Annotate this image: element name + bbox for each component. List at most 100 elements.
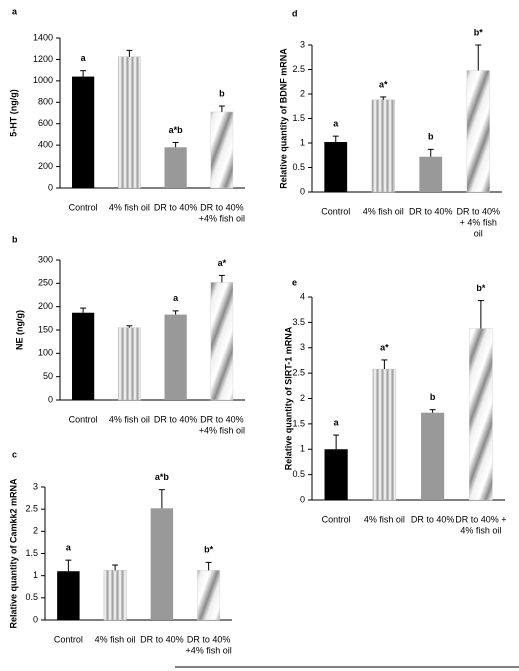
y-tick-label: 2 xyxy=(300,393,305,403)
y-tick-label: 1000 xyxy=(33,75,53,85)
bar xyxy=(164,314,187,400)
y-tick-label: 3 xyxy=(300,342,305,352)
bar xyxy=(210,282,234,401)
y-tick-label: 0 xyxy=(33,614,38,624)
x-tick-label: Control xyxy=(322,514,351,524)
panel-label: b xyxy=(12,234,18,244)
y-tick-label: 1.5 xyxy=(292,113,305,123)
significance-label: b xyxy=(428,132,434,142)
x-tick-label: DR to 40% xyxy=(411,514,455,524)
y-tick-label: 0.5 xyxy=(292,162,305,172)
significance-label: a xyxy=(66,543,72,553)
bar xyxy=(72,312,95,400)
bar xyxy=(72,76,95,188)
x-tick-label: oil xyxy=(474,228,483,238)
y-tick-label: 200 xyxy=(38,161,53,171)
panel-label: d xyxy=(292,8,298,18)
y-tick-label: 1.5 xyxy=(292,418,305,428)
y-tick-label: 600 xyxy=(38,118,53,128)
y-tick-label: 2.5 xyxy=(25,504,38,514)
panel-label: c xyxy=(12,449,17,459)
bar xyxy=(419,156,443,192)
y-tick-label: 0 xyxy=(300,186,305,196)
y-tick-label: 4 xyxy=(300,291,305,301)
y-tick-label: 1400 xyxy=(33,32,53,42)
bar xyxy=(197,570,221,621)
y-tick-label: 1 xyxy=(300,137,305,147)
y-axis-label: NE (ng/g) xyxy=(14,310,24,350)
x-tick-label: DR to 40% xyxy=(187,634,231,644)
x-tick-label: DR to 40% xyxy=(200,414,244,424)
panel-label: e xyxy=(292,277,297,287)
significance-label: a* xyxy=(379,79,388,89)
x-tick-label: + 4% fish xyxy=(460,217,497,227)
bar xyxy=(324,142,348,192)
x-tick-label: DR to 40% + xyxy=(455,514,506,524)
y-tick-label: 2 xyxy=(33,526,38,536)
y-tick-label: 1200 xyxy=(33,54,53,64)
y-axis-label: Relative quantity of Camkk2 mRNA xyxy=(8,478,18,629)
bar xyxy=(150,508,174,620)
y-tick-label: 250 xyxy=(38,278,53,288)
y-tick-label: 0 xyxy=(48,182,53,192)
y-tick-label: 2.5 xyxy=(292,64,305,74)
bar xyxy=(210,111,234,189)
bar xyxy=(324,449,348,500)
y-tick-label: 1 xyxy=(33,570,38,580)
x-tick-label: +4% fish oil xyxy=(185,645,231,655)
x-tick-label: 4% fish oil xyxy=(95,634,136,644)
significance-label: b* xyxy=(204,545,213,555)
y-tick-label: 1.5 xyxy=(25,548,38,558)
x-tick-label: Control xyxy=(69,202,98,212)
bar xyxy=(118,56,141,189)
y-tick-label: 2.5 xyxy=(292,368,305,378)
significance-label: a xyxy=(334,417,340,427)
significance-label: b* xyxy=(474,27,483,37)
x-tick-label: 4% fish oil xyxy=(364,514,405,524)
significance-label: b xyxy=(430,392,436,402)
y-tick-label: 100 xyxy=(38,348,53,358)
significance-label: b* xyxy=(476,283,485,293)
bar xyxy=(164,147,187,188)
bar xyxy=(421,412,445,500)
significance-label: a*b xyxy=(155,472,170,482)
bar xyxy=(57,571,80,620)
bar xyxy=(103,570,127,621)
significance-label: a xyxy=(81,53,87,63)
x-tick-label: Control xyxy=(321,206,350,216)
significance-label: a xyxy=(333,119,339,129)
y-tick-label: 3 xyxy=(300,39,305,49)
significance-label: a*b xyxy=(169,125,184,135)
y-tick-label: 300 xyxy=(38,254,53,264)
y-tick-label: 0.5 xyxy=(25,592,38,602)
bar xyxy=(371,99,395,193)
y-tick-label: 0 xyxy=(300,494,305,504)
x-tick-label: DR to 40% xyxy=(140,634,184,644)
bar xyxy=(469,328,493,501)
x-tick-label: DR to 40% xyxy=(154,414,198,424)
y-axis-label: Relative quantity of BDNF mRNA xyxy=(278,48,288,189)
y-tick-label: 0 xyxy=(48,394,53,404)
x-tick-label: Control xyxy=(54,634,83,644)
x-tick-label: DR to 40% xyxy=(456,206,500,216)
panel-label: a xyxy=(12,6,18,16)
significance-label: a* xyxy=(380,342,389,352)
significance-label: a xyxy=(173,293,179,303)
y-tick-label: 150 xyxy=(38,324,53,334)
y-tick-label: 2 xyxy=(300,88,305,98)
y-axis-label: Relative quantity of SIRT-1 mRNA xyxy=(283,326,293,470)
y-axis-label: 5-HT (ng/g) xyxy=(8,89,18,137)
y-tick-label: 400 xyxy=(38,140,53,150)
y-tick-label: 1 xyxy=(300,444,305,454)
y-tick-label: 200 xyxy=(38,301,53,311)
bar xyxy=(466,70,490,193)
x-tick-label: DR to 40% xyxy=(154,202,198,212)
x-tick-label: 4% fish oil xyxy=(460,525,501,535)
x-tick-label: 4% fish oil xyxy=(363,206,404,216)
x-tick-label: 4% fish oil xyxy=(109,414,150,424)
y-tick-label: 0.5 xyxy=(292,469,305,479)
x-tick-label: +4% fish oil xyxy=(199,425,245,435)
y-tick-label: 800 xyxy=(38,97,53,107)
y-tick-label: 50 xyxy=(43,371,53,381)
